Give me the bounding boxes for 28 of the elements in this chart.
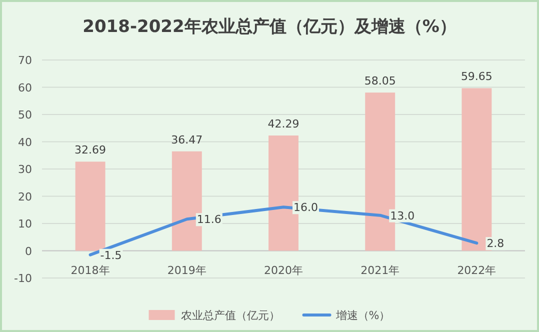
data-label: 58.05 — [364, 74, 396, 88]
y-tick-label: 40 — [18, 136, 32, 149]
legend-label: 农业总产值（亿元） — [180, 309, 280, 322]
x-tick-label: 2022年 — [457, 264, 496, 277]
x-tick-label: 2019年 — [167, 264, 206, 277]
data-label: 36.47 — [171, 133, 203, 146]
y-tick-label: 10 — [18, 218, 32, 230]
data-label: 42.29 — [268, 118, 300, 131]
data-label: 2.8 — [486, 237, 504, 250]
data-label: 32.69 — [74, 144, 106, 157]
x-tick-label: 2020年 — [264, 264, 303, 277]
y-tick-label: 50 — [18, 108, 32, 122]
data-label: 13.0 — [390, 209, 415, 222]
y-tick-label: 60 — [18, 81, 32, 94]
data-label: 11.6 — [196, 213, 222, 226]
data-label: 16.0 — [294, 201, 318, 214]
y-tick-label: 0 — [25, 244, 32, 258]
y-tick-label: -10 — [14, 272, 32, 285]
y-tick-label: 30 — [18, 163, 32, 176]
data-label: 59.65 — [460, 70, 492, 84]
x-tick-label: 2018年 — [70, 264, 110, 277]
x-tick-label: 2021年 — [360, 264, 400, 277]
bar — [75, 162, 106, 251]
data-label: -1.5 — [100, 248, 122, 262]
y-tick-label: 70 — [18, 54, 32, 67]
chart-title: 2018-2022年农业总产值（亿元）及增速（%） — [82, 17, 456, 37]
legend-label: 增速（%） — [334, 309, 390, 322]
y-tick-label: 20 — [18, 190, 32, 204]
